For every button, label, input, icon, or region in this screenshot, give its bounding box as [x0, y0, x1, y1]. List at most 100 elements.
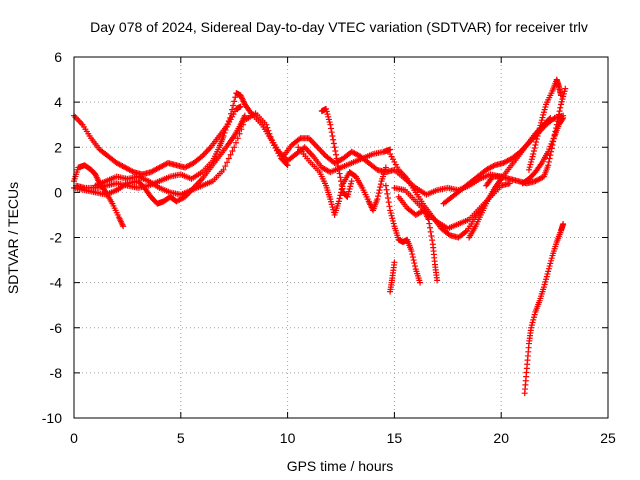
data-point — [387, 288, 394, 295]
chart-title: Day 078 of 2024, Sidereal Day-to-day VTE… — [90, 19, 588, 35]
data-point — [323, 105, 330, 112]
data-point — [542, 104, 549, 111]
data-point — [325, 113, 332, 120]
data-point — [387, 207, 394, 214]
data-point — [545, 162, 552, 169]
data-point — [230, 102, 237, 109]
x-tick-label: 0 — [70, 430, 78, 446]
data-point — [559, 96, 566, 103]
data-point — [220, 132, 227, 139]
data-point — [331, 144, 338, 151]
data-point — [330, 140, 337, 147]
data-point — [427, 228, 434, 235]
data-point — [382, 182, 389, 189]
data-point — [531, 145, 538, 152]
data-point — [528, 324, 535, 331]
x-tick-label: 5 — [177, 430, 185, 446]
data-point — [546, 155, 553, 162]
y-axis-label: SDTVAR / TECUs — [5, 182, 21, 294]
data-point — [549, 138, 556, 145]
data-point — [326, 119, 333, 126]
data-point — [335, 163, 342, 170]
data-point — [547, 114, 554, 121]
y-tick-label: -10 — [42, 410, 62, 426]
data-point — [238, 126, 245, 133]
data-point — [555, 111, 562, 118]
data-point — [240, 121, 247, 128]
data-point — [226, 114, 233, 121]
series-arc-s — [521, 220, 567, 397]
data-point — [408, 248, 415, 255]
data-point — [237, 103, 244, 110]
data-point — [377, 184, 384, 191]
data-point — [544, 270, 551, 277]
data-point — [339, 185, 346, 192]
data-point — [324, 111, 331, 118]
data-point — [390, 220, 397, 227]
x-tick-label: 10 — [280, 430, 296, 446]
data-point — [348, 178, 355, 185]
data-point — [376, 187, 383, 194]
data-point — [533, 135, 540, 142]
data-point — [525, 166, 532, 173]
data-point — [527, 161, 534, 168]
x-axis-tick-labels: 0 5 10 15 20 25 — [70, 430, 616, 446]
data-point — [375, 190, 382, 197]
x-tick-label: 15 — [387, 430, 403, 446]
data-point — [429, 237, 436, 244]
data-point — [535, 127, 542, 134]
y-tick-label: -8 — [50, 365, 63, 381]
y-tick-label: -6 — [50, 320, 63, 336]
data-point — [417, 279, 424, 286]
data-point — [328, 198, 335, 205]
data-point — [538, 119, 545, 126]
series-arc-g — [280, 135, 505, 198]
data-point — [530, 316, 537, 323]
data-point — [545, 265, 552, 272]
data-point — [540, 284, 547, 291]
data-point — [558, 92, 565, 99]
data-point — [387, 210, 394, 217]
data-point — [232, 94, 239, 101]
series-arc-a — [71, 103, 244, 178]
data-point — [329, 132, 336, 139]
data-point — [530, 148, 537, 155]
data-point — [526, 164, 533, 171]
data-point — [412, 263, 419, 270]
grid-lines — [74, 57, 608, 418]
series-arc-n — [387, 151, 488, 241]
data-point — [530, 314, 537, 321]
data-point — [528, 156, 535, 163]
data-point — [557, 104, 564, 111]
data-point — [221, 129, 228, 136]
axis-ticks — [73, 56, 609, 419]
y-tick-label: 6 — [54, 49, 62, 65]
series-arc-l — [395, 193, 441, 284]
series-arc-h — [295, 144, 389, 218]
data-point — [336, 195, 343, 202]
data-point — [546, 146, 553, 153]
data-point — [327, 196, 334, 203]
data-point — [222, 126, 229, 133]
data-point — [556, 108, 563, 115]
data-point — [345, 188, 352, 195]
y-tick-label: 2 — [54, 139, 62, 155]
x-axis-label: GPS time / hours — [287, 458, 394, 474]
series-arc-o — [440, 112, 567, 207]
data-point — [534, 132, 541, 139]
data-point — [560, 220, 567, 227]
data-point — [332, 148, 339, 155]
data-point — [328, 125, 335, 132]
data-point — [227, 151, 234, 158]
data-point — [528, 158, 535, 165]
data-point — [537, 122, 544, 129]
data-point — [528, 322, 535, 329]
data-point — [538, 117, 545, 124]
data-point — [545, 158, 552, 165]
data-point — [345, 191, 352, 198]
data-point — [559, 116, 566, 123]
data-point — [409, 254, 416, 261]
data-point — [325, 116, 332, 123]
data-point — [548, 140, 555, 147]
series-arc-k — [387, 259, 398, 295]
